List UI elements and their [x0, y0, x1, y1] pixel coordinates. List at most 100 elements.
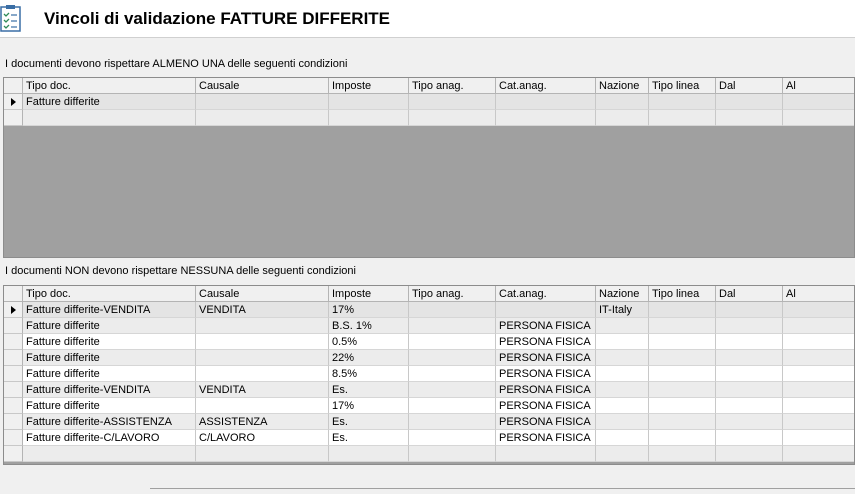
cell-causale[interactable] — [196, 318, 329, 334]
cell-tipo-anag[interactable] — [409, 398, 496, 414]
cell-tipo-anag[interactable] — [409, 334, 496, 350]
cell-tipo-doc[interactable]: Fatture differite — [23, 366, 196, 382]
cell-cat-anag[interactable] — [496, 446, 596, 462]
cell-causale[interactable]: ASSISTENZA — [196, 414, 329, 430]
cell-tipo-anag[interactable] — [409, 382, 496, 398]
new-row[interactable] — [4, 110, 854, 126]
cell-tipo-doc[interactable] — [23, 446, 196, 462]
new-row[interactable] — [4, 446, 854, 462]
column-header-imposte[interactable]: Imposte — [329, 78, 409, 94]
cell-nazione[interactable] — [596, 94, 649, 110]
cell-nazione[interactable] — [596, 446, 649, 462]
cell-tipo-doc[interactable]: Fatture differite — [23, 318, 196, 334]
cell-tipo-anag[interactable] — [409, 366, 496, 382]
cell-dal[interactable] — [716, 414, 783, 430]
column-header-cat-anag[interactable]: Cat.anag. — [496, 78, 596, 94]
cell-cat-anag[interactable] — [496, 302, 596, 318]
cell-tipo-doc[interactable]: Fatture differite — [23, 350, 196, 366]
cell-tipo-linea[interactable] — [649, 398, 716, 414]
cell-nazione[interactable] — [596, 414, 649, 430]
cell-nazione[interactable] — [596, 366, 649, 382]
table-row[interactable]: Fatture differite 0.5% PERSONA FISICA — [4, 334, 854, 350]
cell-dal[interactable] — [716, 366, 783, 382]
cell-tipo-linea[interactable] — [649, 318, 716, 334]
column-header-dal[interactable]: Dal — [716, 286, 783, 302]
cell-causale[interactable]: VENDITA — [196, 302, 329, 318]
cell-dal[interactable] — [716, 334, 783, 350]
row-selector[interactable] — [4, 94, 23, 110]
table-row[interactable]: Fatture differite-C/LAVORO C/LAVORO Es. PER… — [4, 430, 854, 446]
cell-al[interactable] — [783, 334, 854, 350]
cell-dal[interactable] — [716, 446, 783, 462]
cell-cat-anag[interactable]: PERSONA FISICA — [496, 350, 596, 366]
table-row[interactable]: Fatture differite 8.5% PERSONA FISICA — [4, 366, 854, 382]
row-selector[interactable] — [4, 110, 23, 126]
cell-tipo-doc[interactable]: Fatture differite-ASSISTENZA — [23, 414, 196, 430]
table-row[interactable]: Fatture differite 22% PERSONA FISICA — [4, 350, 854, 366]
cell-tipo-linea[interactable] — [649, 334, 716, 350]
row-selector[interactable] — [4, 318, 23, 334]
column-header-nazione[interactable]: Nazione — [596, 78, 649, 94]
column-header-cat-anag[interactable]: Cat.anag. — [496, 286, 596, 302]
cell-al[interactable] — [783, 446, 854, 462]
cell-tipo-linea[interactable] — [649, 366, 716, 382]
cell-causale[interactable] — [196, 334, 329, 350]
cell-imposte[interactable]: Es. — [329, 382, 409, 398]
cell-causale[interactable] — [196, 446, 329, 462]
column-header-tipo-anag[interactable]: Tipo anag. — [409, 286, 496, 302]
cell-tipo-doc[interactable]: Fatture differite-VENDITA — [23, 302, 196, 318]
column-header-causale[interactable]: Causale — [196, 286, 329, 302]
table-row[interactable]: Fatture differite-VENDITA VENDITA 17% IT-It… — [4, 302, 854, 318]
cell-tipo-anag[interactable] — [409, 302, 496, 318]
cell-tipo-doc[interactable]: Fatture differite — [23, 334, 196, 350]
cell-dal[interactable] — [716, 398, 783, 414]
conditions-grid-none[interactable]: Tipo doc. Causale Imposte Tipo anag. Cat.ana… — [3, 285, 855, 465]
row-selector[interactable] — [4, 366, 23, 382]
cell-tipo-linea[interactable] — [649, 430, 716, 446]
column-header-causale[interactable]: Causale — [196, 78, 329, 94]
cell-al[interactable] — [783, 350, 854, 366]
cell-imposte[interactable] — [329, 110, 409, 126]
table-row[interactable]: Fatture differite — [4, 94, 854, 110]
cell-al[interactable] — [783, 414, 854, 430]
cell-tipo-linea[interactable] — [649, 94, 716, 110]
row-selector[interactable] — [4, 430, 23, 446]
cell-imposte[interactable]: Es. — [329, 430, 409, 446]
cell-tipo-anag[interactable] — [409, 414, 496, 430]
cell-tipo-linea[interactable] — [649, 414, 716, 430]
column-header-nazione[interactable]: Nazione — [596, 286, 649, 302]
cell-nazione[interactable]: IT-Italy — [596, 302, 649, 318]
cell-imposte[interactable]: B.S. 1% — [329, 318, 409, 334]
cell-al[interactable] — [783, 318, 854, 334]
table-row[interactable]: Fatture differite B.S. 1% PERSONA FISICA — [4, 318, 854, 334]
row-selector[interactable] — [4, 334, 23, 350]
cell-causale[interactable] — [196, 398, 329, 414]
column-header-tipo-doc[interactable]: Tipo doc. — [23, 78, 196, 94]
cell-cat-anag[interactable]: PERSONA FISICA — [496, 382, 596, 398]
cell-tipo-linea[interactable] — [649, 350, 716, 366]
table-row[interactable]: Fatture differite 17% PERSONA FISICA — [4, 398, 854, 414]
column-header-al[interactable]: Al — [783, 78, 854, 94]
row-selector[interactable] — [4, 302, 23, 318]
cell-cat-anag[interactable] — [496, 94, 596, 110]
cell-cat-anag[interactable]: PERSONA FISICA — [496, 414, 596, 430]
cell-causale[interactable]: VENDITA — [196, 382, 329, 398]
cell-imposte[interactable] — [329, 446, 409, 462]
cell-tipo-anag[interactable] — [409, 350, 496, 366]
cell-nazione[interactable] — [596, 398, 649, 414]
cell-causale[interactable]: C/LAVORO — [196, 430, 329, 446]
cell-dal[interactable] — [716, 318, 783, 334]
cell-causale[interactable] — [196, 350, 329, 366]
cell-cat-anag[interactable]: PERSONA FISICA — [496, 366, 596, 382]
cell-cat-anag[interactable] — [496, 110, 596, 126]
row-selector[interactable] — [4, 414, 23, 430]
cell-imposte[interactable]: 0.5% — [329, 334, 409, 350]
cell-al[interactable] — [783, 366, 854, 382]
cell-cat-anag[interactable]: PERSONA FISICA — [496, 398, 596, 414]
cell-dal[interactable] — [716, 430, 783, 446]
cell-tipo-anag[interactable] — [409, 446, 496, 462]
cell-causale[interactable] — [196, 94, 329, 110]
column-header-al[interactable]: Al — [783, 286, 854, 302]
cell-tipo-doc[interactable]: Fatture differite-VENDITA — [23, 382, 196, 398]
cell-dal[interactable] — [716, 302, 783, 318]
